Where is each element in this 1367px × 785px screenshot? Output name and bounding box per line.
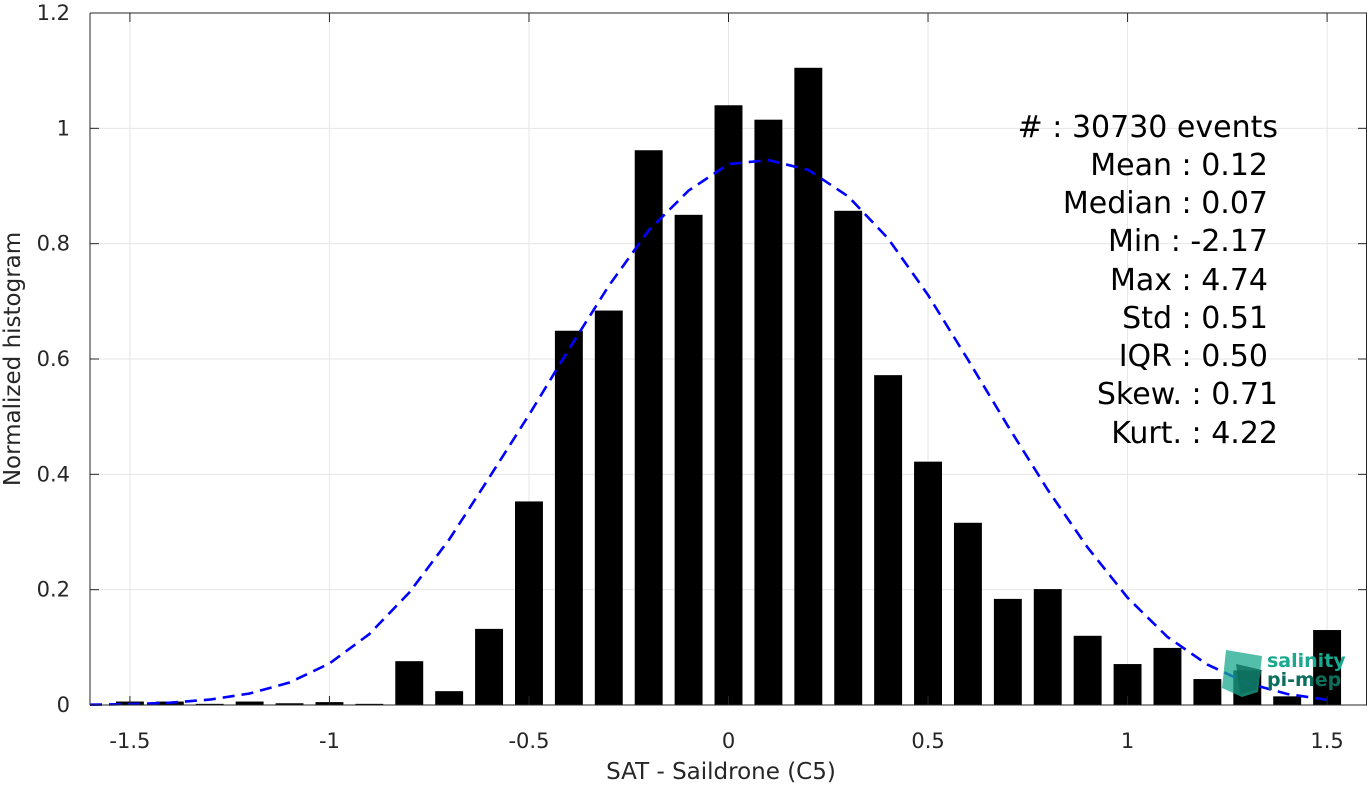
histogram-bar [674,214,703,706]
x-axis-label: SAT - Saildrone (C5) [606,759,836,785]
histogram-bar [1273,696,1302,705]
stat-min: Min : -2.17 [1108,224,1268,259]
y-tick-label: 0.4 [37,462,70,486]
logo-line-2: pi-mep [1267,669,1341,691]
histogram-bar [794,67,823,706]
logo-line-1: salinity [1267,650,1346,672]
stat-kurt: Kurt. : 4.22 [1111,416,1278,451]
x-tick-label: 1 [1121,729,1134,753]
y-tick-label: 0 [57,693,70,717]
histogram-bar [1033,589,1062,705]
histogram-bar [914,461,942,705]
x-tick-label: -0.5 [508,729,549,753]
stat-max: Max : 4.74 [1110,263,1268,298]
x-tick-label: -1 [319,729,340,753]
histogram-bar [594,310,623,705]
histogram-bar [554,330,583,705]
histogram-bars [115,67,1342,706]
stat-iqr: IQR : 0.50 [1119,339,1268,374]
y-tick-label: 0.2 [37,578,70,602]
stat-std: Std : 0.51 [1122,301,1268,336]
y-tick-label: 0.6 [37,347,70,371]
stats-box: # : 30730 events Mean : 0.12 Median : 0.… [1018,110,1278,451]
x-tick-label: 1.5 [1310,729,1343,753]
histogram-bar [1153,647,1182,705]
histogram-bar [235,701,264,705]
stat-mean: Mean : 0.12 [1090,148,1268,183]
histogram-bar [475,628,504,705]
histogram-bar [395,661,424,705]
x-tick-label: 0.5 [911,729,944,753]
histogram-bar [834,210,863,705]
histogram-bar [874,375,903,705]
histogram-bar [634,150,663,705]
histogram-bar [754,119,783,705]
x-tick-labels: -1.5 -1 -0.5 0 0.5 1 1.5 [109,729,1343,753]
histogram-bar [953,522,982,705]
histogram-bar [993,598,1022,705]
histogram-bar [1073,635,1102,705]
histogram-bar [275,703,304,705]
stat-skew: Skew. : 0.71 [1097,377,1278,412]
y-tick-label: 1.2 [37,1,70,25]
y-axis-label: Normalized histogram [0,232,26,486]
histogram-bar [355,703,384,705]
stat-median: Median : 0.07 [1063,186,1268,221]
histogram-bar [1313,630,1342,705]
histogram-bar [714,105,743,706]
histogram-bar [1193,679,1222,705]
logo-mark-shade-icon [1236,664,1262,694]
y-tick-label: 0.8 [37,232,70,256]
stat-count: # : 30730 events [1018,110,1278,145]
salinity-pi-mep-logo: salinity pi-mep [1222,650,1346,697]
histogram-bar [195,703,224,705]
y-tick-labels: 0 0.2 0.4 0.6 0.8 1 1.2 [37,1,70,717]
y-tick-label: 1 [57,116,70,140]
x-tick-label: 0 [722,729,735,753]
x-tick-label: -1.5 [109,729,150,753]
histogram-bar [515,501,543,705]
histogram-bar [435,691,464,705]
